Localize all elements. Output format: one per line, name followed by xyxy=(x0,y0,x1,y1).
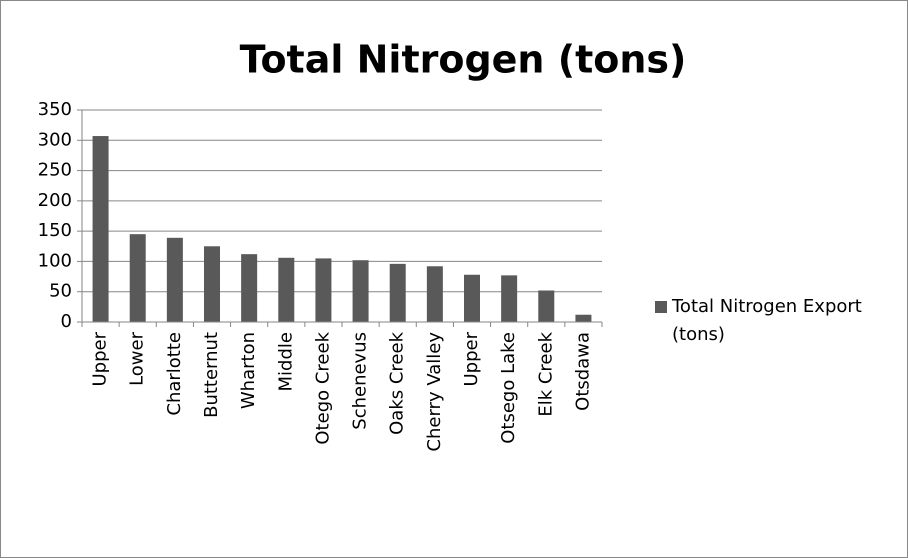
bar xyxy=(464,274,480,322)
bar xyxy=(129,234,146,322)
legend-swatch xyxy=(655,301,667,313)
legend-label: Total Nitrogen Export (tons) xyxy=(672,296,862,345)
bar xyxy=(166,237,183,322)
x-tick-label: Elk Creek xyxy=(535,331,556,416)
x-tick-label: Lower xyxy=(127,331,148,386)
y-tick-label: 0 xyxy=(61,311,72,332)
bar xyxy=(575,314,592,322)
x-tick-label: Otsego Lake xyxy=(498,332,519,444)
x-tick-label: Otsdawa xyxy=(572,332,593,411)
y-tick-label: 100 xyxy=(38,250,72,271)
bar xyxy=(501,275,518,322)
y-tick-label: 150 xyxy=(38,220,72,241)
bar xyxy=(352,260,369,322)
bar xyxy=(538,290,555,322)
y-tick-label: 200 xyxy=(38,190,72,211)
x-tick-label: Middle xyxy=(275,332,296,391)
bar xyxy=(426,266,443,322)
x-tick-label: Wharton xyxy=(238,332,259,409)
y-tick-label: 250 xyxy=(38,160,72,181)
x-tick-label: Upper xyxy=(461,331,482,386)
chart-title: Total Nitrogen (tons) xyxy=(240,38,687,82)
bar xyxy=(92,136,109,322)
x-tick-label: Upper xyxy=(90,331,111,386)
bar xyxy=(278,257,295,322)
bar xyxy=(204,246,220,322)
x-tick-label: Schenevus xyxy=(350,332,371,430)
bar xyxy=(389,263,406,322)
x-tick-label: Charlotte xyxy=(164,332,185,416)
x-tick-label: Butternut xyxy=(201,332,222,418)
y-tick-label: 350 xyxy=(38,99,72,120)
bar xyxy=(241,254,258,322)
y-tick-label: 50 xyxy=(49,281,72,302)
bar xyxy=(315,258,332,322)
y-tick-label: 300 xyxy=(38,129,72,150)
x-tick-label: Cherry Valley xyxy=(424,332,445,452)
x-tick-label: Otego Creek xyxy=(312,331,333,444)
x-tick-label: Oaks Creek xyxy=(387,331,408,434)
